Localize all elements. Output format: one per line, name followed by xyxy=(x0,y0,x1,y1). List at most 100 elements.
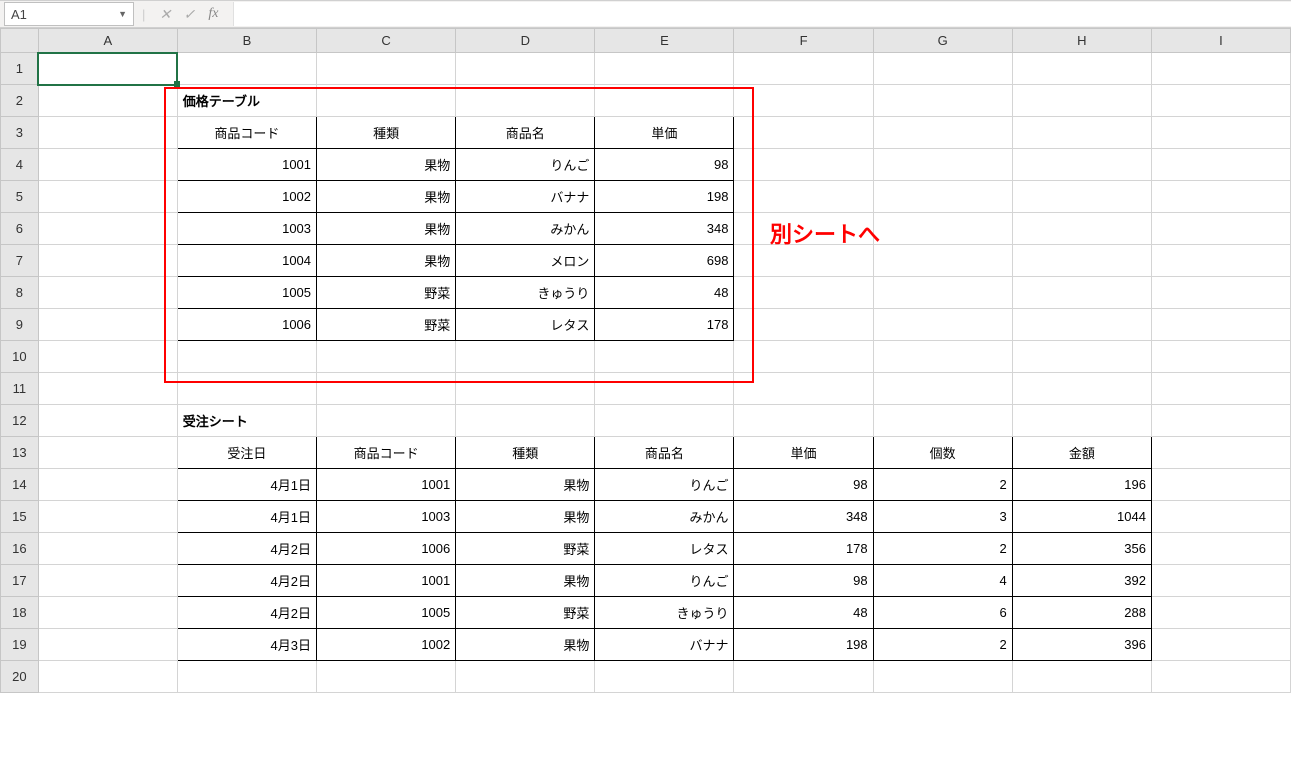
cell-B15[interactable]: 4月1日 xyxy=(177,501,316,533)
cell-B20[interactable] xyxy=(177,661,316,693)
cell-I11[interactable] xyxy=(1151,373,1290,405)
cell-B18[interactable]: 4月2日 xyxy=(177,597,316,629)
cell-I12[interactable] xyxy=(1151,405,1290,437)
cell-H5[interactable] xyxy=(1012,181,1151,213)
col-head-D[interactable]: D xyxy=(456,29,595,53)
cell-I16[interactable] xyxy=(1151,533,1290,565)
cell-G19[interactable]: 2 xyxy=(873,629,1012,661)
cell-E12[interactable] xyxy=(595,405,734,437)
cell-H14[interactable]: 196 xyxy=(1012,469,1151,501)
cell-A2[interactable] xyxy=(38,85,177,117)
cell-I20[interactable] xyxy=(1151,661,1290,693)
cell-G1[interactable] xyxy=(873,53,1012,85)
cell-B13[interactable]: 受注日 xyxy=(177,437,316,469)
col-head-A[interactable]: A xyxy=(38,29,177,53)
cell-G9[interactable] xyxy=(873,309,1012,341)
cell-H13[interactable]: 金額 xyxy=(1012,437,1151,469)
row-head-20[interactable]: 20 xyxy=(1,661,39,693)
cell-E1[interactable] xyxy=(595,53,734,85)
cell-C11[interactable] xyxy=(317,373,456,405)
cell-A4[interactable] xyxy=(38,149,177,181)
cell-A17[interactable] xyxy=(38,565,177,597)
spreadsheet-grid[interactable]: ABCDEFGHI12価格テーブル3商品コード種類商品名単価41001果物りんご… xyxy=(0,28,1291,693)
cell-C15[interactable]: 1003 xyxy=(317,501,456,533)
cell-E7[interactable]: 698 xyxy=(595,245,734,277)
cell-E8[interactable]: 48 xyxy=(595,277,734,309)
row-head-10[interactable]: 10 xyxy=(1,341,39,373)
row-head-15[interactable]: 15 xyxy=(1,501,39,533)
cell-G16[interactable]: 2 xyxy=(873,533,1012,565)
cell-D9[interactable]: レタス xyxy=(456,309,595,341)
cell-D10[interactable] xyxy=(456,341,595,373)
col-head-G[interactable]: G xyxy=(873,29,1012,53)
name-box[interactable]: A1 ▼ xyxy=(4,2,134,26)
cell-A8[interactable] xyxy=(38,277,177,309)
cell-I7[interactable] xyxy=(1151,245,1290,277)
cell-G11[interactable] xyxy=(873,373,1012,405)
cell-G5[interactable] xyxy=(873,181,1012,213)
cell-B4[interactable]: 1001 xyxy=(177,149,316,181)
cell-A6[interactable] xyxy=(38,213,177,245)
cell-H4[interactable] xyxy=(1012,149,1151,181)
fx-icon[interactable]: fx xyxy=(201,6,225,22)
row-head-5[interactable]: 5 xyxy=(1,181,39,213)
cell-H3[interactable] xyxy=(1012,117,1151,149)
cell-D20[interactable] xyxy=(456,661,595,693)
cell-H15[interactable]: 1044 xyxy=(1012,501,1151,533)
cell-B8[interactable]: 1005 xyxy=(177,277,316,309)
cell-F15[interactable]: 348 xyxy=(734,501,873,533)
cell-C19[interactable]: 1002 xyxy=(317,629,456,661)
col-head-H[interactable]: H xyxy=(1012,29,1151,53)
cell-D4[interactable]: りんご xyxy=(456,149,595,181)
cell-G4[interactable] xyxy=(873,149,1012,181)
cell-E13[interactable]: 商品名 xyxy=(595,437,734,469)
formula-input[interactable] xyxy=(233,2,1291,26)
cell-C14[interactable]: 1001 xyxy=(317,469,456,501)
cell-I15[interactable] xyxy=(1151,501,1290,533)
cell-A1[interactable] xyxy=(38,53,177,85)
cell-G10[interactable] xyxy=(873,341,1012,373)
cell-I18[interactable] xyxy=(1151,597,1290,629)
cell-I6[interactable] xyxy=(1151,213,1290,245)
cell-I13[interactable] xyxy=(1151,437,1290,469)
cell-B14[interactable]: 4月1日 xyxy=(177,469,316,501)
cell-E14[interactable]: りんご xyxy=(595,469,734,501)
cell-G14[interactable]: 2 xyxy=(873,469,1012,501)
cancel-icon[interactable]: ✕ xyxy=(153,6,177,23)
cell-H1[interactable] xyxy=(1012,53,1151,85)
cell-B6[interactable]: 1003 xyxy=(177,213,316,245)
cell-A16[interactable] xyxy=(38,533,177,565)
cell-H6[interactable] xyxy=(1012,213,1151,245)
cell-B19[interactable]: 4月3日 xyxy=(177,629,316,661)
cell-B16[interactable]: 4月2日 xyxy=(177,533,316,565)
cell-C20[interactable] xyxy=(317,661,456,693)
cell-C6[interactable]: 果物 xyxy=(317,213,456,245)
cell-H2[interactable] xyxy=(1012,85,1151,117)
cell-F1[interactable] xyxy=(734,53,873,85)
cell-C1[interactable] xyxy=(317,53,456,85)
cell-F10[interactable] xyxy=(734,341,873,373)
cell-C12[interactable] xyxy=(317,405,456,437)
cell-A9[interactable] xyxy=(38,309,177,341)
cell-F11[interactable] xyxy=(734,373,873,405)
cell-F3[interactable] xyxy=(734,117,873,149)
row-head-14[interactable]: 14 xyxy=(1,469,39,501)
cell-C10[interactable] xyxy=(317,341,456,373)
cell-A19[interactable] xyxy=(38,629,177,661)
cell-D1[interactable] xyxy=(456,53,595,85)
cell-E9[interactable]: 178 xyxy=(595,309,734,341)
cell-G7[interactable] xyxy=(873,245,1012,277)
col-head-F[interactable]: F xyxy=(734,29,873,53)
cell-I17[interactable] xyxy=(1151,565,1290,597)
cell-A14[interactable] xyxy=(38,469,177,501)
cell-B17[interactable]: 4月2日 xyxy=(177,565,316,597)
col-head-I[interactable]: I xyxy=(1151,29,1290,53)
cell-I4[interactable] xyxy=(1151,149,1290,181)
cell-G2[interactable] xyxy=(873,85,1012,117)
row-head-13[interactable]: 13 xyxy=(1,437,39,469)
enter-icon[interactable]: ✓ xyxy=(177,6,201,23)
cell-E19[interactable]: バナナ xyxy=(595,629,734,661)
cell-H19[interactable]: 396 xyxy=(1012,629,1151,661)
cell-C18[interactable]: 1005 xyxy=(317,597,456,629)
cell-E3[interactable]: 単価 xyxy=(595,117,734,149)
